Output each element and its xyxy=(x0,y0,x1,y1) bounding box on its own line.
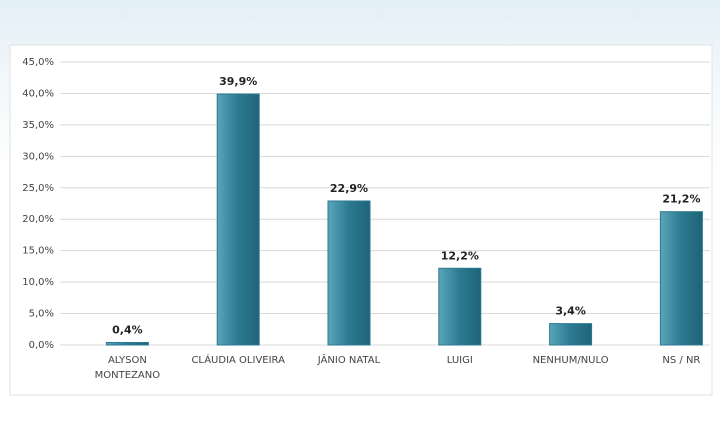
y-tick-label: 0,0% xyxy=(29,340,54,351)
y-tick-label: 30,0% xyxy=(22,151,54,162)
y-tick-label: 40,0% xyxy=(22,88,54,99)
value-label: 39,9% xyxy=(219,75,257,88)
y-tick-label: 45,0% xyxy=(22,57,54,68)
x-tick-label: NS / NR xyxy=(662,355,701,366)
bar xyxy=(659,211,703,346)
x-tick-label: ALYSON MONTEZANO xyxy=(94,355,161,381)
y-tick-label: 5,0% xyxy=(29,309,54,320)
y-tick-label: 15,0% xyxy=(22,246,54,257)
bar xyxy=(216,93,260,346)
x-tick-label: LUIGI xyxy=(446,355,473,366)
y-tick-label: 25,0% xyxy=(22,183,54,194)
value-label: 12,2% xyxy=(441,249,479,262)
value-label: 21,2% xyxy=(662,193,700,206)
value-label: 3,4% xyxy=(555,305,586,318)
value-label: 22,9% xyxy=(330,182,368,195)
bar xyxy=(438,267,482,346)
x-tick-label: NENHUM/NULO xyxy=(532,355,609,366)
bar xyxy=(105,341,149,346)
y-tick-label: 35,0% xyxy=(22,120,54,131)
value-label: 0,4% xyxy=(112,323,143,336)
bar xyxy=(549,323,593,346)
y-tick-label: 10,0% xyxy=(22,277,54,288)
x-tick-label: CLÁUDIA OLIVEIRA xyxy=(191,355,285,366)
x-tick-label: JÂNIO NATAL xyxy=(317,355,381,366)
y-tick-label: 20,0% xyxy=(22,214,54,225)
bar xyxy=(327,200,371,346)
